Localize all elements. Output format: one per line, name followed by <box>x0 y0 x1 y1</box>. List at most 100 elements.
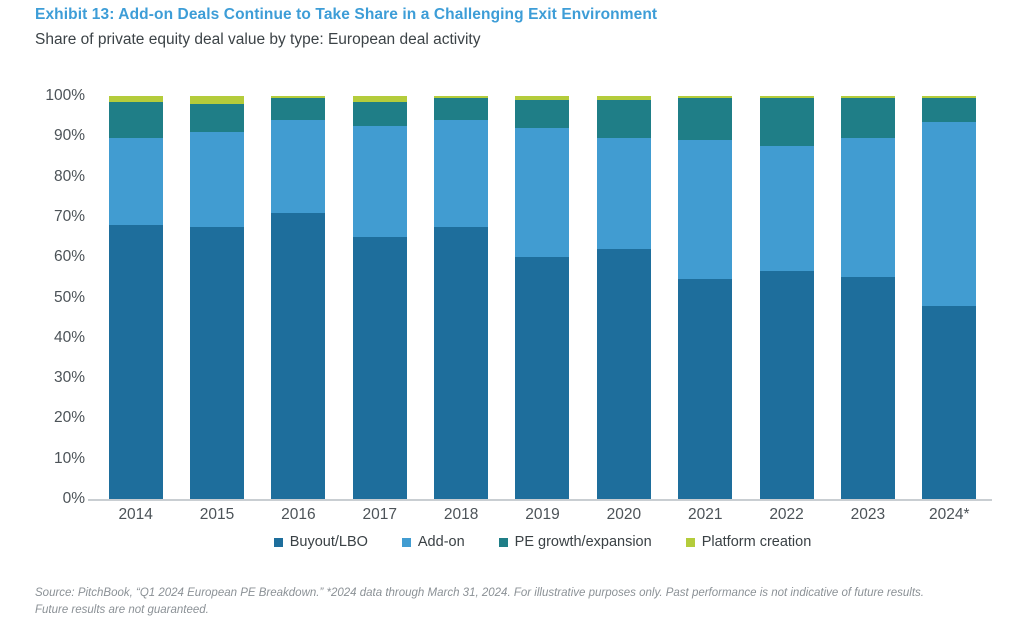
bar-segment-buyout-lbo <box>678 279 733 499</box>
y-tick-label: 100% <box>45 87 85 104</box>
bar-column-2014 <box>95 96 176 499</box>
bar-segment-platform-creation <box>515 96 570 101</box>
y-tick-label: 0% <box>62 490 85 507</box>
bar-column-2020 <box>583 96 664 499</box>
bar-segment-add-on <box>678 140 733 280</box>
bar-segment-pe-growth-expansion <box>434 98 489 121</box>
y-tick-label: 20% <box>53 409 85 427</box>
bar-segment-pe-growth-expansion <box>840 98 895 139</box>
bar-segment-platform-creation <box>434 96 489 99</box>
bar-segment-platform-creation <box>678 96 733 99</box>
bar-segment-add-on <box>922 122 977 306</box>
bar-segment-pe-growth-expansion <box>515 100 570 129</box>
bar-column-2016 <box>258 96 339 499</box>
y-tick-label: 10% <box>53 449 85 467</box>
x-axis-label-2016: 2016 <box>281 506 316 523</box>
bar-segment-buyout-lbo <box>922 305 977 499</box>
legend-item-buyout-lbo: Buyout/LBO <box>273 534 368 550</box>
legend-label: PE growth/expansion <box>514 534 652 550</box>
bar-column-2021 <box>665 96 746 499</box>
legend-swatch-buyout-lbo <box>273 537 283 547</box>
bar-segment-buyout-lbo <box>190 226 245 499</box>
bar-segment-add-on <box>840 138 895 278</box>
bar-segment-add-on <box>271 120 326 213</box>
legend-label: Add-on <box>417 534 465 550</box>
y-tick-label: 90% <box>53 127 85 145</box>
y-tick-label: 50% <box>53 288 85 306</box>
bar-segment-buyout-lbo <box>434 226 489 499</box>
bar-segment-platform-creation <box>840 96 895 99</box>
source-note-line2: Future results are not guaranteed. <box>35 604 209 616</box>
bar-column-2024 <box>909 96 990 499</box>
bar-segment-buyout-lbo <box>352 237 407 499</box>
stacked-bar <box>596 96 651 499</box>
stacked-bar <box>515 96 570 499</box>
bar-segment-platform-creation <box>596 96 651 101</box>
bar-column-2018 <box>420 96 501 499</box>
source-note: Source: PitchBook, “Q1 2024 European PE … <box>35 585 1004 619</box>
source-note-line1: Source: PitchBook, “Q1 2024 European PE … <box>35 587 924 599</box>
bar-segment-pe-growth-expansion <box>678 98 733 141</box>
x-axis-label-2015: 2015 <box>199 506 235 523</box>
stacked-bar <box>190 96 245 499</box>
bar-segment-platform-creation <box>922 96 977 99</box>
stacked-bar <box>108 96 163 499</box>
plot-area <box>95 96 990 499</box>
bar-segment-buyout-lbo <box>596 249 651 499</box>
y-axis: 0% 10% 20% 30% 40% 50% 60% 70% 80% 90% 100% <box>0 87 85 507</box>
bar-column-2023 <box>827 96 908 499</box>
stacked-bar <box>759 96 814 499</box>
bar-segment-buyout-lbo <box>108 224 163 499</box>
legend-item-platform-creation: Platform creation <box>685 534 811 550</box>
bar-segment-pe-growth-expansion <box>352 102 407 127</box>
x-axis-label-2023: 2023 <box>850 506 886 523</box>
bar-segment-add-on <box>190 132 245 227</box>
stacked-bar <box>922 96 977 499</box>
legend-item-pe-growth-expansion: PE growth/expansion <box>498 534 652 550</box>
bar-segment-add-on <box>515 128 570 258</box>
bar-segment-pe-growth-expansion <box>271 98 326 121</box>
bar-column-2022 <box>746 96 827 499</box>
bar-segment-buyout-lbo <box>840 277 895 499</box>
x-axis-label-2019: 2019 <box>525 506 560 523</box>
y-tick-label: 80% <box>53 167 85 185</box>
x-axis-label-2020: 2020 <box>606 506 642 523</box>
bar-segment-pe-growth-expansion <box>108 102 163 139</box>
bar-segment-buyout-lbo <box>271 212 326 499</box>
bar-segment-add-on <box>352 126 407 238</box>
bar-segment-pe-growth-expansion <box>190 104 245 133</box>
stacked-bar <box>271 96 326 499</box>
legend-swatch-platform-creation <box>685 537 695 547</box>
bar-segment-platform-creation <box>190 96 245 105</box>
bar-segment-add-on <box>759 146 814 272</box>
x-axis-line <box>88 499 992 501</box>
x-axis-label-2022: 2022 <box>769 506 804 523</box>
bar-segment-platform-creation <box>271 96 326 99</box>
bar-segment-add-on <box>108 138 163 225</box>
y-tick-label: 60% <box>53 248 85 266</box>
stacked-bar <box>434 96 489 499</box>
chart-legend: Buyout/LBO Add-on PE growth/expansion Platf… <box>95 534 990 550</box>
y-tick-label: 30% <box>53 369 85 387</box>
bar-segment-platform-creation <box>352 96 407 103</box>
x-axis-label-2017: 2017 <box>362 506 397 523</box>
chart-subtitle: Share of private equity deal value by ty… <box>35 31 481 48</box>
bar-column-2015 <box>176 96 257 499</box>
bar-segment-pe-growth-expansion <box>759 98 814 147</box>
x-axis-label-2018: 2018 <box>443 506 479 523</box>
bar-segment-buyout-lbo <box>759 271 814 499</box>
y-tick-label: 70% <box>53 207 85 225</box>
stacked-bar <box>678 96 733 499</box>
stacked-bar <box>352 96 407 499</box>
bar-segment-pe-growth-expansion <box>596 100 651 139</box>
bar-segment-add-on <box>434 120 489 227</box>
legend-item-add-on: Add-on <box>401 534 465 550</box>
bar-segment-platform-creation <box>108 96 163 103</box>
x-axis-label-2014: 2014 <box>118 506 153 523</box>
bar-column-2017 <box>339 96 420 499</box>
y-tick-label: 40% <box>53 328 85 346</box>
legend-label: Buyout/LBO <box>289 534 368 550</box>
x-axis-label-2021: 2021 <box>687 506 723 523</box>
bar-segment-pe-growth-expansion <box>922 98 977 123</box>
